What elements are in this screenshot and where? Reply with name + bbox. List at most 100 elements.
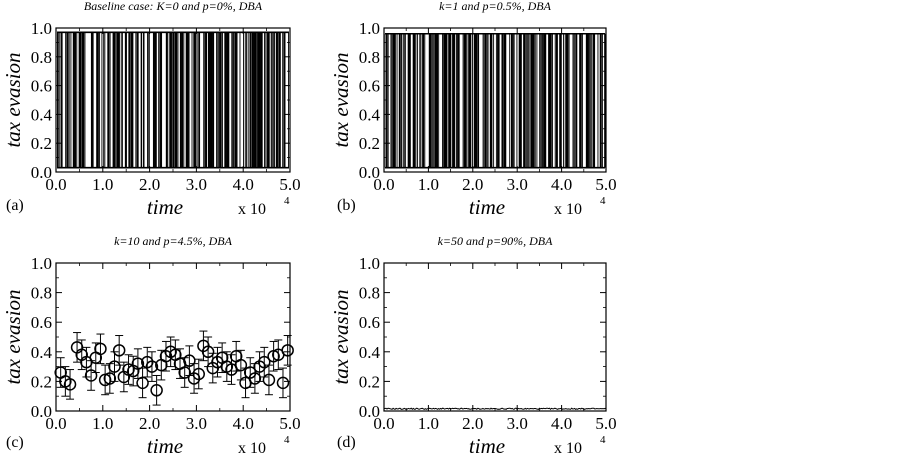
x-tick-label: 0.0	[373, 414, 394, 433]
x-tick-label: 3.0	[186, 414, 207, 433]
x-tick-label: 0.0	[45, 414, 66, 433]
x-tick-label: 5.0	[595, 175, 616, 194]
data-point	[183, 345, 196, 376]
data-marker	[248, 372, 262, 385]
x-tick-label: 3.0	[186, 175, 207, 194]
data-point	[136, 367, 149, 399]
data-marker	[84, 369, 98, 382]
y-tick-label: 0.6	[31, 77, 52, 96]
y-axis-label: tax evasion	[329, 52, 353, 147]
x-tick-label: 5.0	[279, 414, 300, 433]
data-marker	[103, 372, 117, 385]
y-tick-label: 0.8	[359, 284, 380, 303]
y-tick-label: 1.0	[31, 19, 52, 38]
x-tick-label: 2.0	[139, 414, 160, 433]
data-point	[63, 369, 77, 400]
x-tick-label: 4.0	[233, 175, 254, 194]
x-tick-label: 2.0	[462, 175, 483, 194]
data-point	[84, 360, 98, 391]
y-tick-label: 0.4	[31, 105, 53, 124]
y-tick-label: 1.0	[359, 254, 380, 273]
data-marker	[201, 345, 215, 359]
y-tick-label: 0.8	[31, 48, 52, 67]
y-tick-label: 0.0	[31, 163, 52, 182]
data-point	[150, 374, 163, 406]
data-point	[262, 364, 276, 396]
x-scale-factor: x 10	[238, 440, 266, 455]
y-tick-label: 0.0	[31, 402, 52, 421]
chart-title: Baseline case: K=0 and p=0%, DBA	[84, 0, 263, 13]
y-tick-label: 0.2	[359, 372, 380, 391]
data-point	[276, 367, 290, 399]
y-tick-label: 0.4	[31, 343, 53, 362]
series-a	[57, 31, 289, 169]
x-tick-label: 3.0	[507, 175, 528, 194]
data-point	[187, 363, 201, 394]
y-tick-label: 0.0	[359, 163, 380, 182]
x-axis-label: time	[469, 434, 505, 455]
x-scale-exponent: 4	[284, 195, 290, 207]
data-point	[234, 349, 248, 381]
data-marker	[108, 360, 121, 373]
y-axis-label: tax evasion	[1, 289, 25, 384]
data-marker	[262, 373, 276, 387]
x-tick-label: 3.0	[507, 414, 528, 433]
series-b	[383, 32, 607, 169]
chart-panel-c: k=10 and p=4.5%, DBA 0.0 0.2 0.4 0.6 0.8 1.0 0.…	[1, 234, 301, 455]
x-scale-exponent: 4	[284, 434, 290, 446]
data-marker	[183, 354, 196, 367]
chart-title: k=10 and p=4.5%, DBA	[114, 234, 233, 248]
data-marker	[131, 357, 145, 370]
x-scale-exponent: 4	[600, 195, 606, 207]
data-point	[239, 367, 252, 399]
data-marker	[94, 342, 107, 356]
data-point	[201, 336, 215, 368]
data-point	[281, 335, 294, 366]
data-marker	[112, 344, 126, 357]
plot-frame	[383, 262, 607, 412]
x-scale-exponent: 4	[600, 434, 606, 446]
x-axis-label: time	[147, 195, 183, 219]
data-marker	[136, 376, 149, 390]
data-marker	[145, 360, 159, 373]
data-marker	[150, 384, 163, 397]
y-tick-label: 0.4	[359, 105, 381, 124]
x-tick-label: 5.0	[595, 414, 616, 433]
chart-panel-a: Baseline case: K=0 and p=0%, DBA 0.0 0.2 0.…	[1, 0, 301, 219]
data-marker	[281, 344, 294, 357]
x-tick-label: 1.0	[92, 414, 113, 433]
y-tick-label: 0.0	[359, 402, 380, 421]
y-tick-label: 0.2	[31, 372, 52, 391]
panel-label: (a)	[6, 197, 24, 214]
y-tick-label: 0.8	[359, 48, 380, 67]
x-tick-label: 0.0	[373, 175, 394, 194]
x-axis-label: time	[147, 434, 183, 455]
y-axis-label: tax evasion	[329, 289, 353, 384]
data-point	[272, 339, 285, 371]
y-tick-label: 1.0	[359, 19, 380, 38]
panel-label: (b)	[337, 197, 356, 214]
data-point	[112, 335, 126, 366]
data-point	[131, 348, 145, 379]
panel-label: (d)	[337, 434, 356, 451]
x-tick-label: 4.0	[551, 175, 572, 194]
y-tick-label: 1.0	[31, 254, 52, 273]
x-tick-label: 5.0	[279, 175, 300, 194]
y-tick-label: 0.6	[359, 313, 380, 332]
panel-label: (c)	[6, 434, 24, 451]
y-tick-label: 0.6	[359, 77, 380, 96]
y-tick-label: 0.4	[359, 343, 381, 362]
data-marker	[192, 367, 205, 381]
chart-panel-d: k=50 and p=90%, DBA 0.0 0.2 0.4 0.6 0.8 1.0 0.0…	[329, 234, 617, 455]
data-marker	[234, 358, 248, 372]
x-tick-label: 2.0	[462, 414, 483, 433]
chart-title: k=50 and p=90%, DBA	[438, 234, 554, 248]
x-tick-label: 4.0	[551, 414, 572, 433]
data-point	[145, 351, 159, 382]
x-tick-label: 2.0	[139, 175, 160, 194]
series-c	[54, 330, 294, 406]
x-tick-label: 1.0	[92, 175, 113, 194]
x-scale-factor: x 10	[554, 440, 582, 455]
x-tick-label: 0.0	[45, 175, 66, 194]
